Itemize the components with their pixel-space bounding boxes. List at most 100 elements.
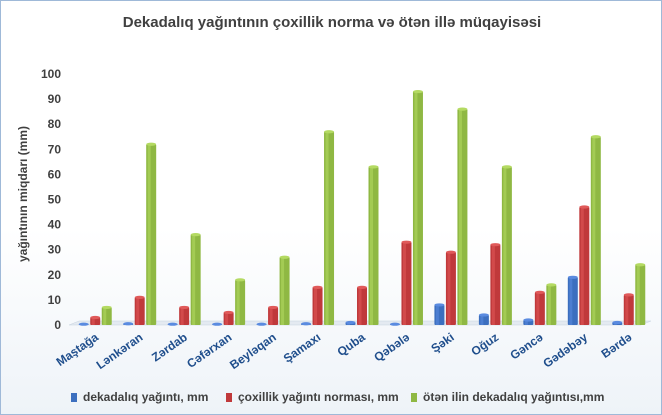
bar-cap xyxy=(167,322,178,326)
bar-highlight xyxy=(536,292,540,325)
y-tick-label: 10 xyxy=(48,293,62,307)
bar-cap xyxy=(324,130,335,134)
bar-cap xyxy=(501,165,512,169)
legend-swatch-oten-il xyxy=(411,392,417,402)
bar-cap xyxy=(256,322,267,326)
bar-highlight xyxy=(358,287,362,325)
y-tick-label: 60 xyxy=(48,167,62,181)
bar-cap xyxy=(101,305,112,310)
bar-highlight xyxy=(447,252,451,325)
bar-cap xyxy=(389,322,400,326)
y-tick-label: 20 xyxy=(48,268,62,282)
bar-cap xyxy=(478,313,489,317)
bar-cap xyxy=(123,322,134,326)
bar-cap xyxy=(612,320,623,325)
x-tick-label: Oğuz xyxy=(469,330,502,359)
bar-highlight xyxy=(480,314,484,325)
y-tick-label: 40 xyxy=(48,218,62,232)
x-tick-label: Maştağa xyxy=(54,330,102,369)
bar-highlight xyxy=(592,136,596,325)
y-tick-label: 0 xyxy=(54,318,61,332)
x-tick-label: Quba xyxy=(335,330,368,359)
bar-cap xyxy=(212,322,223,326)
x-tick-label: Şamaxı xyxy=(281,330,323,366)
bar-cap xyxy=(457,107,468,111)
legend-label-oten-il: ötən ilin dekadalıq yağıntısı,mm xyxy=(423,390,605,404)
bar-highlight xyxy=(192,234,196,325)
bar-cap xyxy=(635,263,646,267)
legend-item-coxillik: çoxillik yağıntı norması, mm xyxy=(226,390,399,404)
bar-cap xyxy=(401,240,412,244)
bar-highlight xyxy=(281,257,285,325)
bar-cap xyxy=(190,233,201,237)
y-axis-label: yağıntının miqdarı (mm) xyxy=(16,126,30,262)
legend: dekadalıq yağıntı, mm çoxillik yağıntı n… xyxy=(1,390,662,410)
bar-highlight xyxy=(625,294,629,325)
bar-cap xyxy=(434,303,445,307)
bar-highlight xyxy=(103,307,107,325)
bar-highlight xyxy=(91,317,95,325)
bar-cap xyxy=(90,315,101,320)
bar-highlight xyxy=(580,207,584,325)
bar-highlight xyxy=(636,264,640,325)
bar-highlight xyxy=(269,307,273,325)
x-tick-label: Şəki xyxy=(428,330,456,356)
legend-swatch-coxillik xyxy=(226,392,232,402)
bar-highlight xyxy=(547,284,551,325)
y-tick-label: 30 xyxy=(48,243,62,257)
legend-item-oten-il: ötən ilin dekadalıq yağıntısı,mm xyxy=(411,390,604,404)
legend-item-dekadaliq: dekadalıq yağıntı, mm xyxy=(71,390,208,404)
x-tick-label: Lənkəran xyxy=(94,330,146,372)
y-tick-label: 50 xyxy=(48,193,62,207)
y-tick-label: 100 xyxy=(41,67,61,81)
bar-cap xyxy=(368,165,379,169)
y-tick-label: 90 xyxy=(48,92,62,106)
bar-highlight xyxy=(236,279,240,325)
bar-cap xyxy=(78,322,89,326)
bar-cap xyxy=(623,293,634,297)
bar-highlight xyxy=(314,287,318,325)
axes: 0 10 20 30 40 50 60 70 80 90 100 xyxy=(41,67,652,332)
bar-highlight xyxy=(325,131,329,325)
chart-title: Dekadalıq yağıntının çoxillik norma və ö… xyxy=(122,14,542,31)
bar-highlight xyxy=(524,319,528,325)
x-tick-label: Qəbələ xyxy=(371,330,412,365)
x-tick-label: Cəfərxan xyxy=(184,330,234,371)
bar-highlight xyxy=(569,277,573,325)
legend-swatch-dekadaliq xyxy=(71,392,77,402)
y-tick-label: 80 xyxy=(48,117,62,131)
bar-cap xyxy=(490,243,501,247)
bar-cap xyxy=(268,305,279,310)
bar-highlight xyxy=(402,242,406,325)
x-tick-label: Gəncə xyxy=(507,330,545,363)
bar-cap xyxy=(223,310,234,315)
bar-cap xyxy=(235,278,246,282)
bar-highlight xyxy=(136,297,140,325)
bar-cap xyxy=(445,250,456,254)
bar-highlight xyxy=(147,144,151,325)
x-tick-label: Beyləqan xyxy=(227,330,279,372)
bars xyxy=(78,89,646,326)
legend-label-dekadaliq: dekadalıq yağıntı, mm xyxy=(83,390,209,404)
bar-cap xyxy=(567,275,578,279)
x-tick-label: Bərdə xyxy=(599,330,635,361)
bar-cap xyxy=(279,255,290,259)
bar-cap xyxy=(357,285,367,289)
bar-highlight xyxy=(225,312,229,325)
y-tick-label: 70 xyxy=(48,142,62,156)
bar-highlight xyxy=(503,166,507,325)
bar-cap xyxy=(412,89,423,94)
bar-highlight xyxy=(491,244,495,325)
bar-highlight xyxy=(180,307,184,325)
bar-cap xyxy=(546,283,557,287)
legend-label-coxillik: çoxillik yağıntı norması, mm xyxy=(238,390,399,404)
bar-cap xyxy=(146,142,157,146)
bar-highlight xyxy=(414,91,418,325)
bar-cap xyxy=(134,295,145,299)
bar-cap xyxy=(523,318,534,322)
bar-cap xyxy=(179,305,190,310)
bar-cap xyxy=(345,320,356,325)
